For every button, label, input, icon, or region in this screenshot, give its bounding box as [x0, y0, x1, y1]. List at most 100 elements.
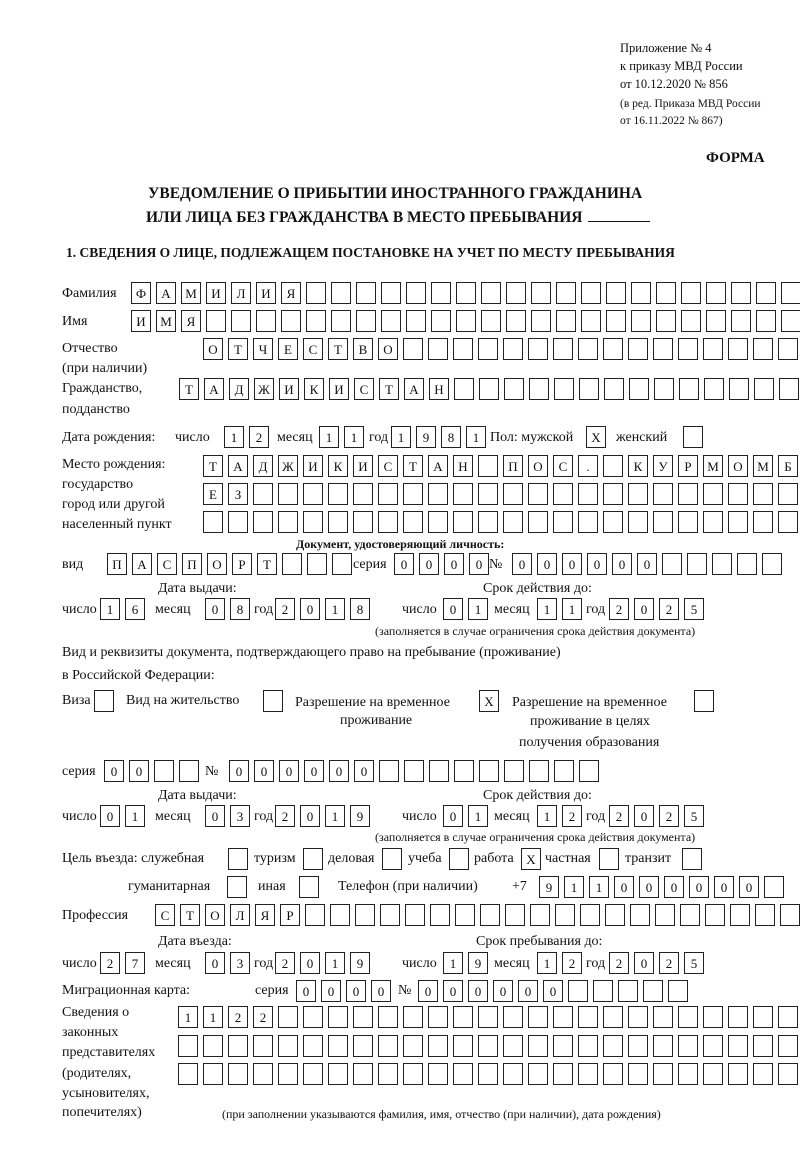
- char-cell[interactable]: [203, 1063, 223, 1085]
- char-cell[interactable]: 5: [684, 598, 704, 620]
- char-cell[interactable]: Р: [280, 904, 300, 926]
- char-cell[interactable]: С: [553, 455, 573, 477]
- char-cell[interactable]: 0: [300, 952, 320, 974]
- char-cell[interactable]: 2: [249, 426, 269, 448]
- char-cell[interactable]: [703, 511, 723, 533]
- char-cell[interactable]: [579, 760, 599, 782]
- char-cell[interactable]: [778, 511, 798, 533]
- char-cell[interactable]: 2: [562, 805, 582, 827]
- char-cell[interactable]: М: [181, 282, 201, 304]
- char-cell[interactable]: А: [428, 455, 448, 477]
- char-cell[interactable]: [737, 553, 757, 575]
- char-cell[interactable]: Л: [231, 282, 251, 304]
- char-cell[interactable]: [703, 1063, 723, 1085]
- char-cell[interactable]: [553, 1006, 573, 1028]
- char-cell[interactable]: [618, 980, 638, 1002]
- char-cell[interactable]: Т: [403, 455, 423, 477]
- char-cell[interactable]: [780, 904, 800, 926]
- char-cell[interactable]: [655, 904, 675, 926]
- char-cell[interactable]: [553, 338, 573, 360]
- char-cell[interactable]: [453, 1063, 473, 1085]
- char-cell[interactable]: [703, 1006, 723, 1028]
- char-cell[interactable]: 0: [205, 952, 225, 974]
- char-cell[interactable]: [578, 511, 598, 533]
- char-cell[interactable]: [228, 511, 248, 533]
- char-cell[interactable]: М: [703, 455, 723, 477]
- char-cell[interactable]: 0: [205, 805, 225, 827]
- char-cell[interactable]: 1: [344, 426, 364, 448]
- char-cell[interactable]: 2: [275, 805, 295, 827]
- char-cell[interactable]: 0: [371, 980, 391, 1002]
- char-cell[interactable]: [603, 338, 623, 360]
- char-cell[interactable]: 2: [275, 952, 295, 974]
- char-cell[interactable]: [554, 760, 574, 782]
- char-cell[interactable]: [278, 483, 298, 505]
- char-cell[interactable]: Т: [328, 338, 348, 360]
- char-cell[interactable]: [154, 760, 174, 782]
- char-cell[interactable]: 2: [275, 598, 295, 620]
- char-cell[interactable]: 1: [443, 952, 463, 974]
- char-cell[interactable]: 1: [224, 426, 244, 448]
- char-cell[interactable]: [503, 1035, 523, 1057]
- sex-female-checkbox[interactable]: [683, 426, 703, 448]
- char-cell[interactable]: [553, 1035, 573, 1057]
- char-cell[interactable]: А: [132, 553, 152, 575]
- char-cell[interactable]: 9: [350, 952, 370, 974]
- char-cell[interactable]: [730, 904, 750, 926]
- purpose-work-checkbox[interactable]: X: [521, 848, 541, 870]
- char-cell[interactable]: Е: [203, 483, 223, 505]
- char-cell[interactable]: [553, 1063, 573, 1085]
- char-cell[interactable]: [731, 310, 751, 332]
- char-cell[interactable]: [228, 1035, 248, 1057]
- char-cell[interactable]: [529, 760, 549, 782]
- char-cell[interactable]: 0: [689, 876, 709, 898]
- char-cell[interactable]: [678, 483, 698, 505]
- char-cell[interactable]: 1: [562, 598, 582, 620]
- char-cell[interactable]: 1: [537, 952, 557, 974]
- char-cell[interactable]: 1: [466, 426, 486, 448]
- char-cell[interactable]: 0: [634, 598, 654, 620]
- sex-male-checkbox[interactable]: X: [586, 426, 606, 448]
- char-cell[interactable]: А: [156, 282, 176, 304]
- char-cell[interactable]: [178, 1063, 198, 1085]
- char-cell[interactable]: 0: [418, 980, 438, 1002]
- char-cell[interactable]: [328, 483, 348, 505]
- checkbox-cell[interactable]: [299, 876, 319, 898]
- char-cell[interactable]: 0: [443, 598, 463, 620]
- char-cell[interactable]: [753, 1063, 773, 1085]
- char-cell[interactable]: А: [204, 378, 224, 400]
- char-cell[interactable]: [405, 904, 425, 926]
- char-cell[interactable]: [528, 1035, 548, 1057]
- char-cell[interactable]: [506, 282, 526, 304]
- char-cell[interactable]: 6: [125, 598, 145, 620]
- checkbox-cell[interactable]: [599, 848, 619, 870]
- char-cell[interactable]: [281, 310, 301, 332]
- char-cell[interactable]: [779, 378, 799, 400]
- char-cell[interactable]: Т: [179, 378, 199, 400]
- char-cell[interactable]: [478, 1063, 498, 1085]
- char-cell[interactable]: [428, 483, 448, 505]
- char-cell[interactable]: [629, 378, 649, 400]
- char-cell[interactable]: С: [155, 904, 175, 926]
- checkbox-cell[interactable]: [227, 876, 247, 898]
- purpose-other-checkbox[interactable]: [299, 876, 319, 898]
- char-cell[interactable]: [305, 904, 325, 926]
- char-cell[interactable]: [728, 1063, 748, 1085]
- char-cell[interactable]: [403, 1035, 423, 1057]
- char-cell[interactable]: 1: [125, 805, 145, 827]
- char-cell[interactable]: 1: [564, 876, 584, 898]
- char-cell[interactable]: Д: [229, 378, 249, 400]
- char-cell[interactable]: [231, 310, 251, 332]
- char-cell[interactable]: [328, 511, 348, 533]
- char-cell[interactable]: И: [256, 282, 276, 304]
- char-cell[interactable]: [556, 282, 576, 304]
- char-cell[interactable]: Д: [253, 455, 273, 477]
- checkbox-cell[interactable]: [303, 848, 323, 870]
